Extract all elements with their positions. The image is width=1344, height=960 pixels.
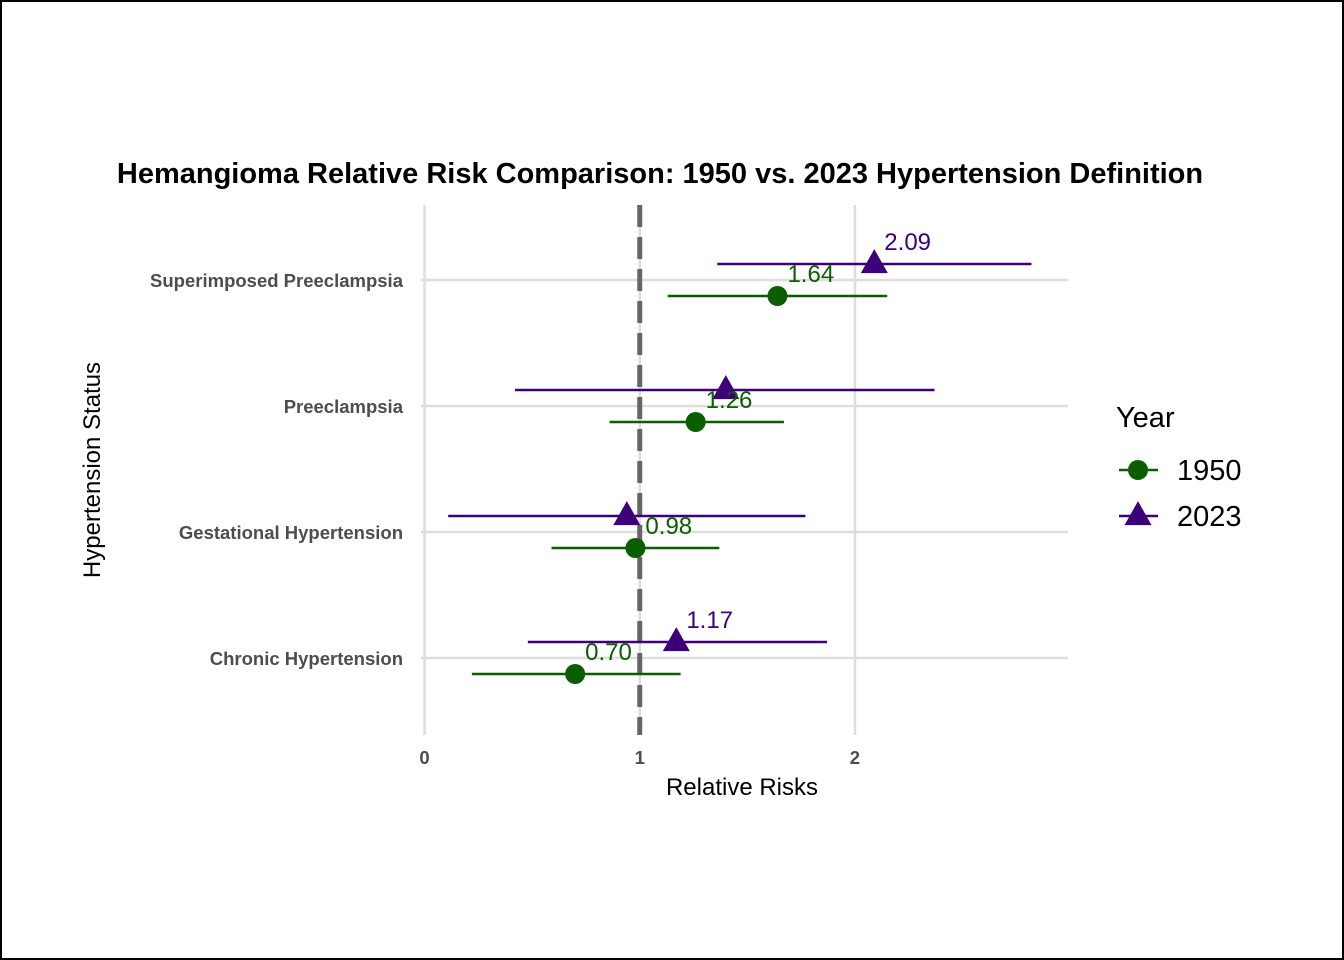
data-label-2023: 1.17 xyxy=(686,607,733,634)
y-tick-labels: Chronic Hypertension Gestational Hyperten… xyxy=(150,270,404,669)
point-1950 xyxy=(685,412,706,432)
legend-title: Year xyxy=(1116,402,1175,434)
data-label-1950: 1.64 xyxy=(787,261,834,288)
point-2023 xyxy=(613,501,641,526)
data-label-1950: 1.26 xyxy=(706,387,753,414)
series-layer xyxy=(448,249,1032,684)
data-label-1950: 0.98 xyxy=(645,513,692,540)
legend-key-2023 xyxy=(1124,501,1152,526)
legend-label-2023: 2023 xyxy=(1177,501,1242,533)
data-labels: 0.70 0.98 1.26 1.64 1.17 2.09 xyxy=(585,229,931,666)
y-axis-title: Hypertension Status xyxy=(79,362,106,578)
x-tick-label: 1 xyxy=(635,747,645,768)
legend-key-1950 xyxy=(1128,460,1148,480)
x-axis-title: Relative Risks xyxy=(666,774,818,801)
point-1950 xyxy=(767,286,788,306)
point-2023 xyxy=(860,249,888,274)
point-1950 xyxy=(565,664,586,684)
grid-lines xyxy=(421,205,1068,735)
data-label-2023: 2.09 xyxy=(884,229,931,256)
y-tick-label: Superimposed Preeclampsia xyxy=(150,270,404,291)
chart-title: Hemangioma Relative Risk Comparison: 195… xyxy=(117,158,1203,190)
point-2023 xyxy=(712,375,740,400)
x-tick-label: 0 xyxy=(419,747,429,768)
point-1950 xyxy=(625,538,646,558)
y-tick-label: Gestational Hypertension xyxy=(179,522,403,543)
x-tick-label: 2 xyxy=(850,747,860,768)
legend-label-1950: 1950 xyxy=(1177,455,1242,487)
data-label-1950: 0.70 xyxy=(585,639,632,666)
point-2023 xyxy=(662,627,690,652)
y-tick-label: Preeclampsia xyxy=(284,396,404,417)
legend: Year 1950 2023 xyxy=(1116,402,1242,533)
y-tick-label: Chronic Hypertension xyxy=(210,648,403,669)
x-tick-labels: 0 1 2 xyxy=(419,747,860,768)
